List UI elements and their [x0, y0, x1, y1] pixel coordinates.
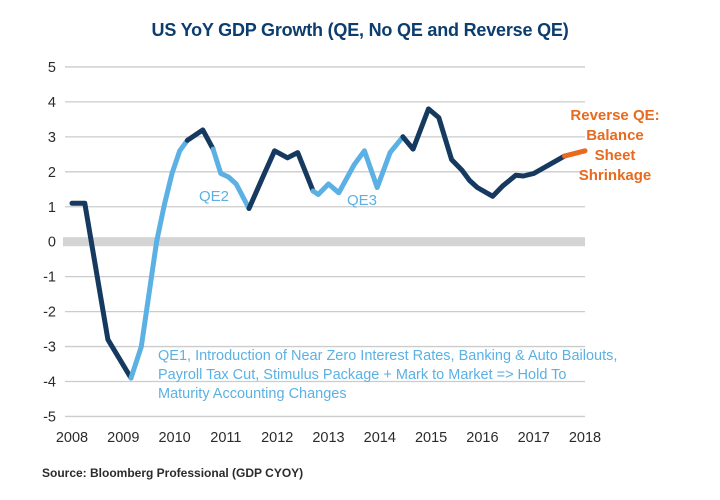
x-tick-label-2008: 2008: [56, 430, 88, 446]
series-segment-qe2: [210, 146, 252, 211]
source-note: Source: Bloomberg Professional (GDP CYOY…: [42, 466, 304, 480]
qe1-note-line-1: QE1, Introduction of Near Zero Interest …: [158, 348, 618, 364]
x-tick-label-2015: 2015: [415, 430, 447, 446]
annotation-qe1: QE1, Introduction of Near Zero Interest …: [158, 347, 617, 404]
chart-title: US YoY GDP Growth (QE, No QE and Reverse…: [151, 20, 569, 40]
y-tick-label-3: 3: [48, 130, 56, 146]
y-tick-label--1: -1: [43, 270, 56, 286]
reverse-qe-line-1: Reverse QE:: [570, 107, 660, 124]
x-tick-label-2011: 2011: [210, 430, 241, 446]
qe1-note-line-3: Maturity Accounting Changes: [158, 386, 347, 402]
x-tick-label-2009: 2009: [107, 430, 139, 446]
y-tick-label--2: -2: [43, 305, 56, 321]
y-tick-label-5: 5: [48, 60, 56, 76]
series-segment-no-qe-2012: [246, 148, 316, 211]
series-segment-qe1: [128, 137, 190, 381]
reverse-qe-line-2: Balance: [586, 127, 644, 144]
series-segment-no-qe-2008: [69, 200, 134, 381]
series-segment-qe3: [310, 134, 406, 197]
annotation-reverse-qe: Reverse QE: Balance Sheet Shrinkage: [551, 106, 679, 186]
annotation-qe3: QE3: [347, 192, 378, 209]
qe1-note-line-2: Payroll Tax Cut, Stimulus Package + Mark…: [158, 367, 567, 383]
reverse-qe-line-3: Sheet: [594, 147, 636, 164]
y-tick-label--3: -3: [43, 340, 56, 356]
y-tick-label-4: 4: [48, 95, 56, 111]
x-tick-label-2016: 2016: [466, 430, 498, 446]
x-tick-label-2013: 2013: [312, 430, 344, 446]
reverse-qe-line-4: Shrinkage: [578, 167, 652, 184]
y-tick-label-1: 1: [48, 200, 56, 216]
y-tick-label--5: -5: [43, 409, 56, 425]
series-segment-reverse-qe: [562, 148, 588, 159]
y-tick-label-2: 2: [48, 165, 56, 181]
x-tick-label-2014: 2014: [364, 430, 396, 446]
annotation-qe2: QE2: [199, 188, 230, 205]
y-tick-label-0: 0: [48, 235, 56, 251]
zero-line-band: [63, 237, 585, 247]
x-tick-label-2012: 2012: [261, 430, 293, 446]
x-tick-label-2010: 2010: [158, 430, 190, 446]
x-tick-label-2017: 2017: [518, 430, 550, 446]
x-tick-label-2018: 2018: [569, 430, 601, 446]
series-segment-no-qe-2015: [400, 106, 567, 199]
y-tick-label--4: -4: [43, 375, 56, 391]
series-segment-no-qe-2010: [184, 127, 216, 152]
